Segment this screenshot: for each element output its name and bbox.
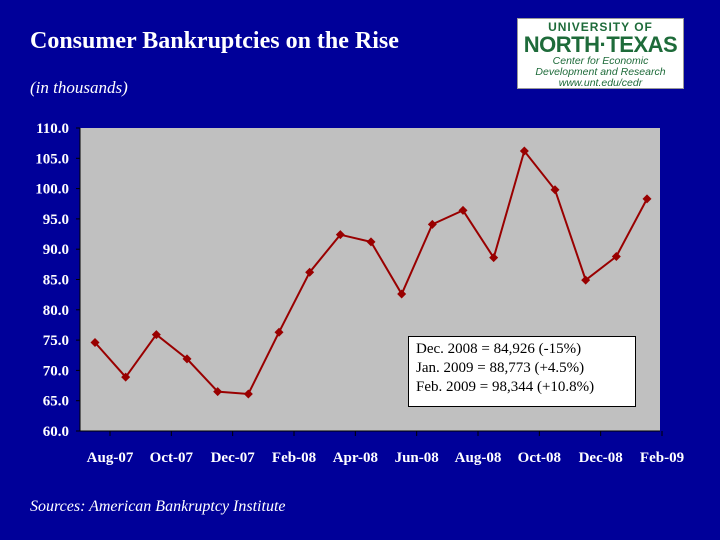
y-tick-label: 90.0: [43, 242, 69, 258]
x-tick-label: Jun-08: [395, 450, 439, 466]
x-tick-label: Dec-07: [211, 450, 256, 466]
x-tick-label: Apr-08: [333, 450, 378, 466]
logo-line-4: Development and Research: [535, 66, 666, 78]
x-tick-label: Feb-08: [272, 450, 316, 466]
x-tick-label: Oct-08: [518, 450, 561, 466]
data-point: [519, 146, 529, 156]
chart-title: Consumer Bankruptcies on the Rise: [30, 28, 399, 54]
y-tick-label: 100.0: [35, 182, 69, 198]
x-tick-label: Oct-07: [150, 450, 194, 466]
data-point: [305, 267, 315, 277]
data-point: [90, 338, 100, 348]
data-point: [581, 275, 591, 285]
x-tick-label: Aug-08: [455, 450, 502, 466]
y-tick-label: 110.0: [36, 121, 69, 137]
x-axis: Aug-07 Oct-07 Dec-07 Feb-08 Apr-08 Jun-08 Aug-…: [80, 430, 684, 466]
annotation-line-1: Dec. 2008 = 84,926 (-15%): [416, 341, 582, 357]
y-tick-label: 95.0: [43, 212, 69, 228]
y-tick-label: 75.0: [43, 333, 69, 349]
y-tick-label: 105.0: [35, 151, 69, 167]
logo-line-5: www.unt.edu/cedr: [558, 77, 643, 89]
chart-subtitle: (in thousands): [30, 78, 128, 97]
data-point: [243, 389, 253, 399]
data-point: [151, 330, 161, 340]
data-point: [182, 354, 192, 364]
y-tick-label: 85.0: [43, 273, 69, 289]
data-point: [550, 185, 560, 195]
data-point: [397, 289, 407, 299]
y-tick-label: 60.0: [43, 424, 69, 440]
data-point: [274, 327, 284, 337]
logo-line-2: NORTH·TEXAS: [523, 32, 678, 57]
annotation-box: Dec. 2008 = 84,926 (-15%) Jan. 2009 = 88…: [408, 336, 636, 407]
data-point: [213, 387, 223, 397]
data-point: [121, 372, 131, 382]
data-point: [642, 194, 652, 204]
y-tick-label: 65.0: [43, 394, 69, 410]
x-tick-label: Aug-07: [87, 450, 134, 466]
data-markers: [90, 146, 652, 399]
x-tick-label: Feb-09: [640, 450, 684, 466]
data-point: [366, 237, 376, 247]
data-point: [611, 251, 621, 261]
data-point: [427, 219, 437, 229]
x-tick-label: Dec-08: [579, 450, 623, 466]
annotation-line-2: Jan. 2009 = 88,773 (+4.5%): [416, 360, 585, 376]
data-point: [335, 230, 345, 240]
data-point: [458, 205, 468, 215]
unt-cedr-logo: UNIVERSITY OF NORTH·TEXAS Center for Eco…: [517, 18, 684, 89]
y-tick-label: 70.0: [43, 363, 69, 379]
y-tick-label: 80.0: [43, 303, 69, 319]
annotation-line-3: Feb. 2009 = 98,344 (+10.8%): [416, 379, 595, 395]
data-point: [489, 253, 499, 263]
logo-line-1: UNIVERSITY OF: [548, 20, 653, 34]
source-note: Sources: American Bankruptcy Institute: [30, 498, 286, 515]
logo-line-3: Center for Economic: [552, 55, 649, 67]
y-axis: 60.0 65.0 70.0 75.0 80.0 85.0 90.0 95.0 100.0 105…: [35, 121, 81, 440]
